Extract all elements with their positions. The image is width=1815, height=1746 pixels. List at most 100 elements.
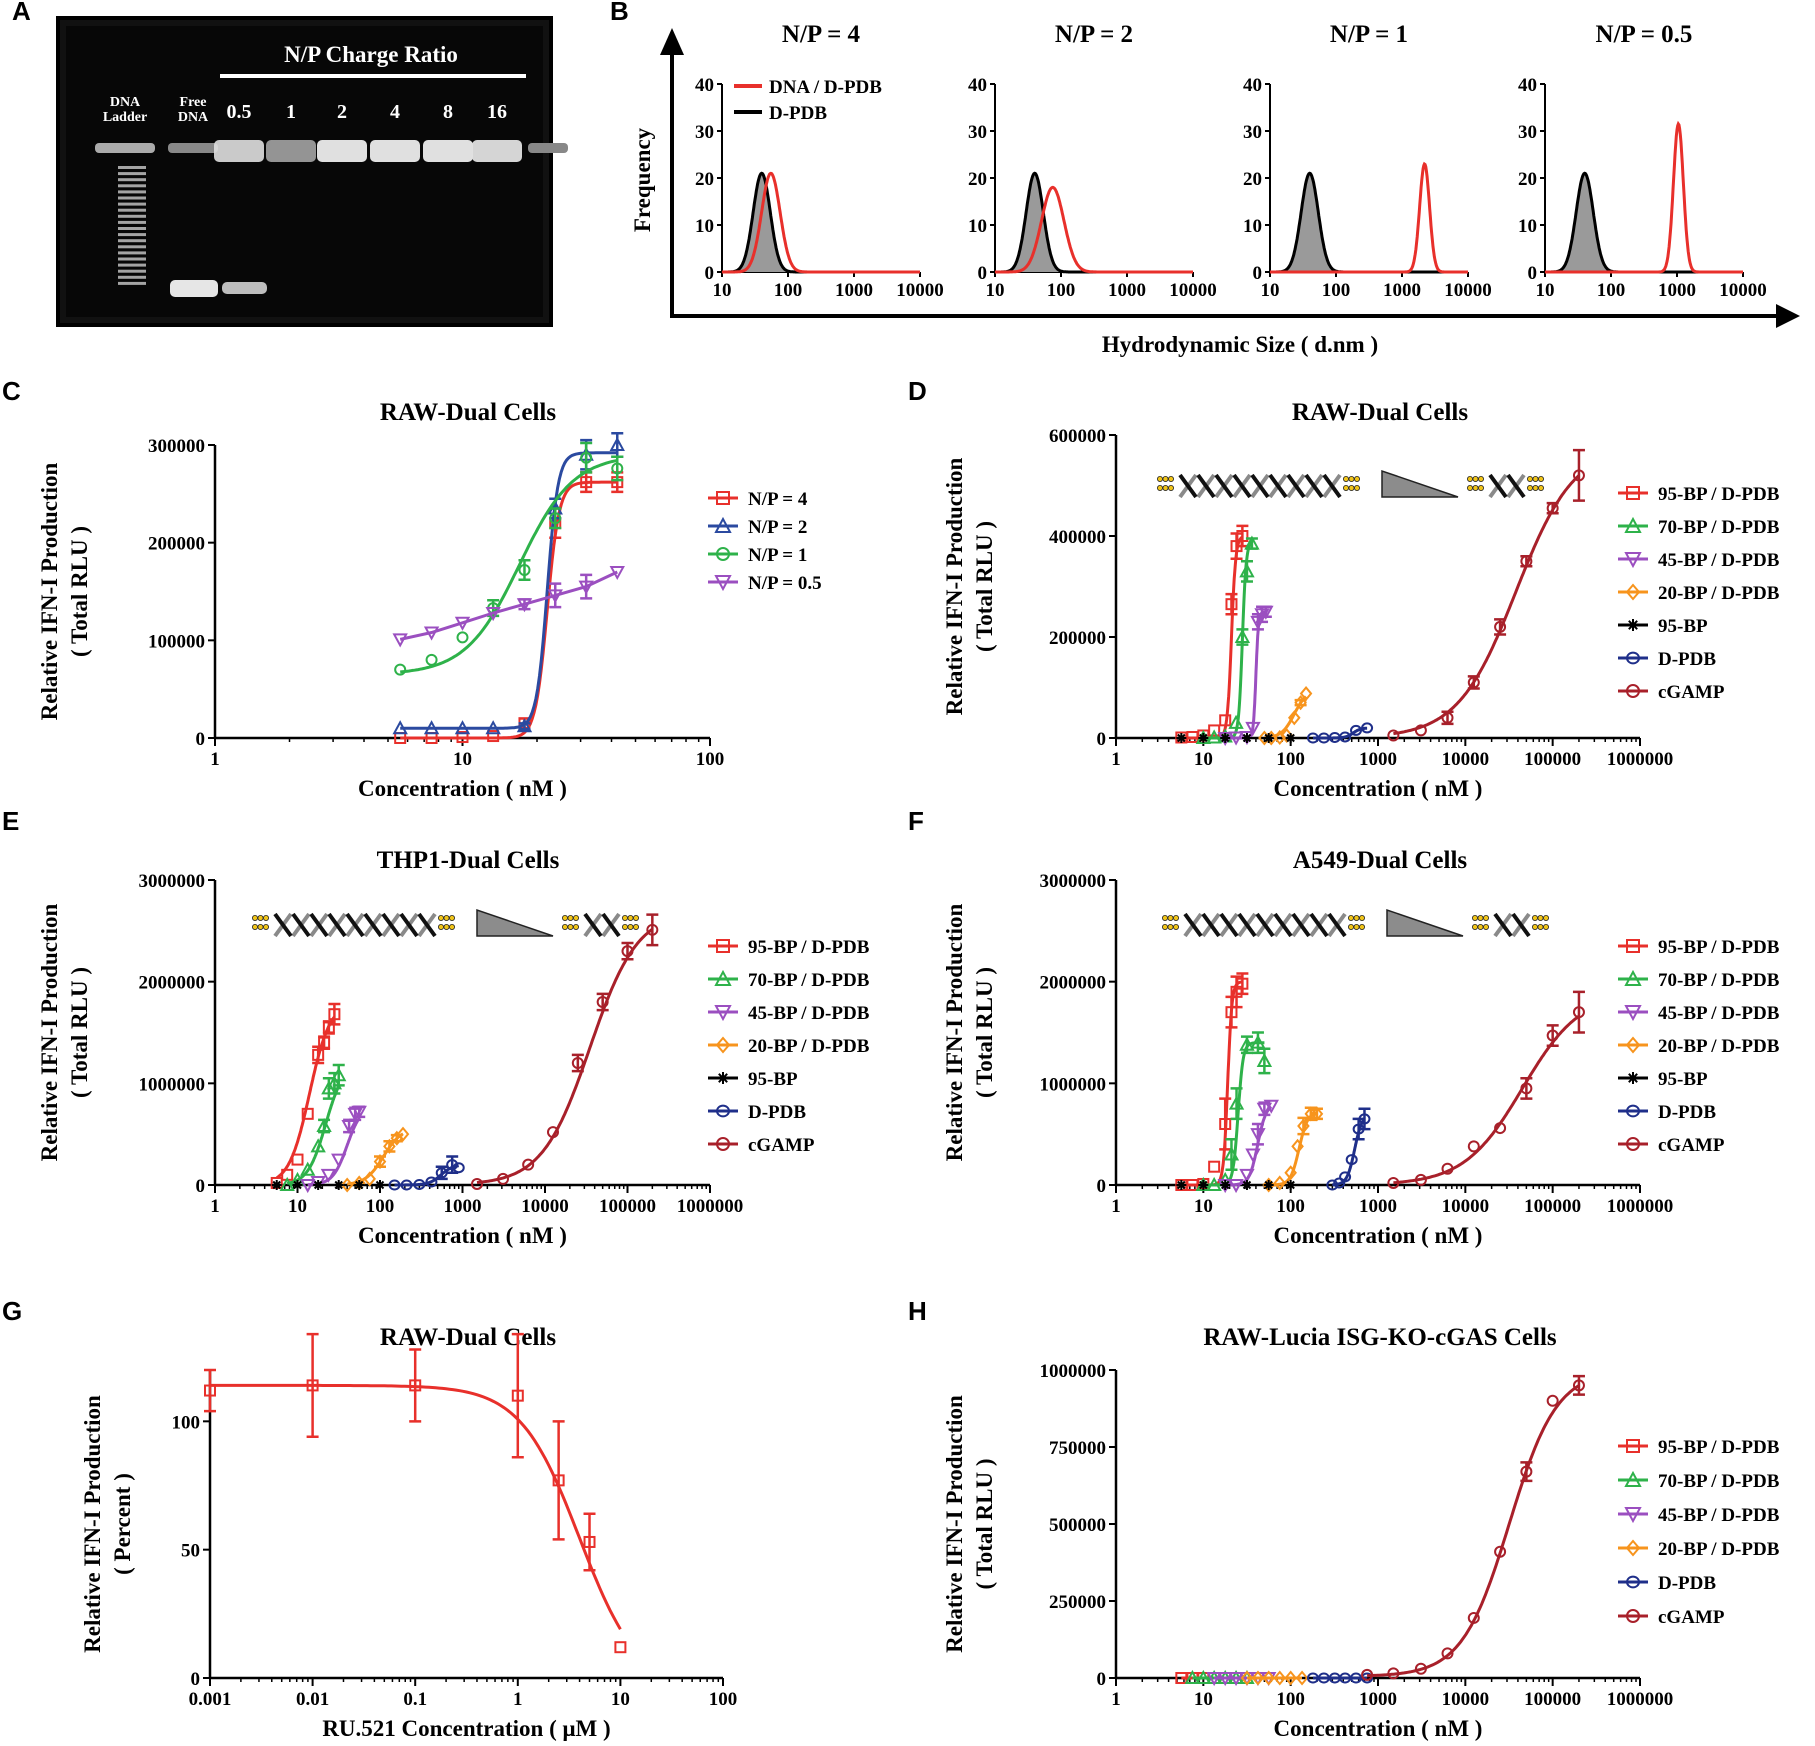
series-95-bp [271,1180,385,1190]
error-bar [1520,1077,1533,1100]
data-point [609,436,625,451]
fluorophore-dot [1472,915,1479,922]
data-point [1244,535,1260,550]
x-tick-label: 1000000 [1607,749,1674,770]
legend-label-dpdb: D-PDB [769,103,827,124]
fluorophore-dot [1168,484,1175,491]
dls-y-tick-label: 20 [1243,169,1262,190]
fluorophore-dot [262,915,269,922]
data-point [583,1535,596,1548]
gel-ladder-bands [118,166,146,285]
data-point [291,1153,304,1166]
data-point [1234,628,1251,643]
gel-ladder-band [118,257,146,261]
dna-helix-back [1488,473,1526,499]
dls-y-tick-label: 10 [695,216,714,237]
legend-label: cGAMP [748,1135,815,1156]
complex-peak-line [1545,120,1743,274]
legend-entry: D-PDB [1618,1573,1716,1594]
data-point [1206,1176,1222,1191]
x-tick-label: 1000000 [1607,1689,1674,1710]
fluorophore-dot [1162,484,1169,491]
dls-subplot-title: N/P = 4 [782,21,861,48]
data-point [511,1389,524,1402]
dls-y-tick-label: 0 [978,263,988,284]
fluorophore-dot [1478,475,1485,482]
data-point [1441,1647,1454,1660]
legend-entry: D-PDB [1618,649,1716,670]
fluorophore-dot [1353,915,1360,922]
data-point [1345,1154,1358,1166]
y-tick-label: 3000000 [1040,871,1107,892]
data-point [318,1036,331,1049]
y-axis-label-line: Relative IFN-I Production [80,1395,105,1653]
data-point [1236,530,1249,542]
data-point [1228,714,1244,729]
data-point [1441,1162,1454,1175]
y-tick-label: 750000 [1049,1438,1106,1459]
fluorophore-dot [627,915,634,922]
series-d-pdb [388,1155,465,1191]
x-tick-label: 1 [1111,1196,1121,1217]
data-point [1310,1106,1324,1122]
fluorophore-dot [1157,484,1164,491]
dls-y-tick-label: 20 [695,169,714,190]
y-axis-label: Relative IFN-I Production( Total RLU ) [37,903,92,1161]
data-point [413,1178,426,1190]
fit-curve [286,1085,341,1185]
gel-wells [95,143,568,153]
fluorophore-dot [1162,475,1169,482]
data-point [549,512,562,525]
x-tick-label: 100 [1276,749,1305,770]
data-point [1176,1180,1187,1190]
fluorophore-dot [1348,924,1355,931]
fluorophore-dot [251,924,258,931]
data-point [1219,1118,1232,1130]
data-point [383,1138,396,1154]
data-point [1546,502,1559,515]
gel-lane-label-line: 0.5 [227,101,252,123]
dls-y-tick-label: 30 [1518,122,1537,143]
data-point [396,1126,410,1142]
x-tick-label: 1000000 [677,1196,744,1217]
dls-x-tick-label: 10000 [1169,280,1217,301]
data-point [717,1072,729,1084]
x-tick-label: 100 [709,1689,738,1710]
dna-helix-front [583,912,621,938]
legend-entry: 70-BP / D-PDB [708,969,870,991]
data-point [446,1159,459,1171]
chart-title: A549-Dual Cells [1293,847,1468,874]
data-point [580,451,593,464]
legend-label: 95-BP / D-PDB [1658,1437,1780,1458]
fluorophore-dot [1167,924,1174,931]
series-cgamp [1387,448,1585,742]
gel-lane-label: DNA Ladder [103,95,147,125]
series-95-bp-d-pdb [1175,972,1249,1191]
series-d-pdb [1326,1107,1371,1191]
dls-x-tick-label: 100 [1322,280,1351,301]
data-point [1295,1670,1309,1686]
data-point [1273,1175,1287,1191]
dls-x-tick-label: 10 [986,280,1005,301]
data-point [400,1179,413,1191]
dls-x-tick-label: 10000 [1444,280,1492,301]
frequency-axis-arrowhead [660,28,684,55]
x-tick-label: 1000 [1359,1689,1397,1710]
panel-letter-e: E [2,806,19,836]
dls-x-tick-label: 10 [713,280,732,301]
complex-peak-line [995,185,1193,274]
data-point [1273,1670,1287,1686]
fluorophore-dot [1167,915,1174,922]
x-tick-label: 100 [366,1196,395,1217]
data-point [1206,1672,1222,1687]
series-45-bp-d-pdb [1217,1099,1279,1194]
legend-label: 95-BP / D-PDB [748,937,870,958]
fluorophore-dot [262,924,269,931]
legend-label: N/P = 0.5 [748,573,822,594]
fluorophore-dot [443,924,450,931]
gel-ladder-band [118,184,146,188]
y-axis-label: Relative IFN-I Production( Total RLU ) [942,903,997,1161]
error-bar [552,1420,565,1541]
